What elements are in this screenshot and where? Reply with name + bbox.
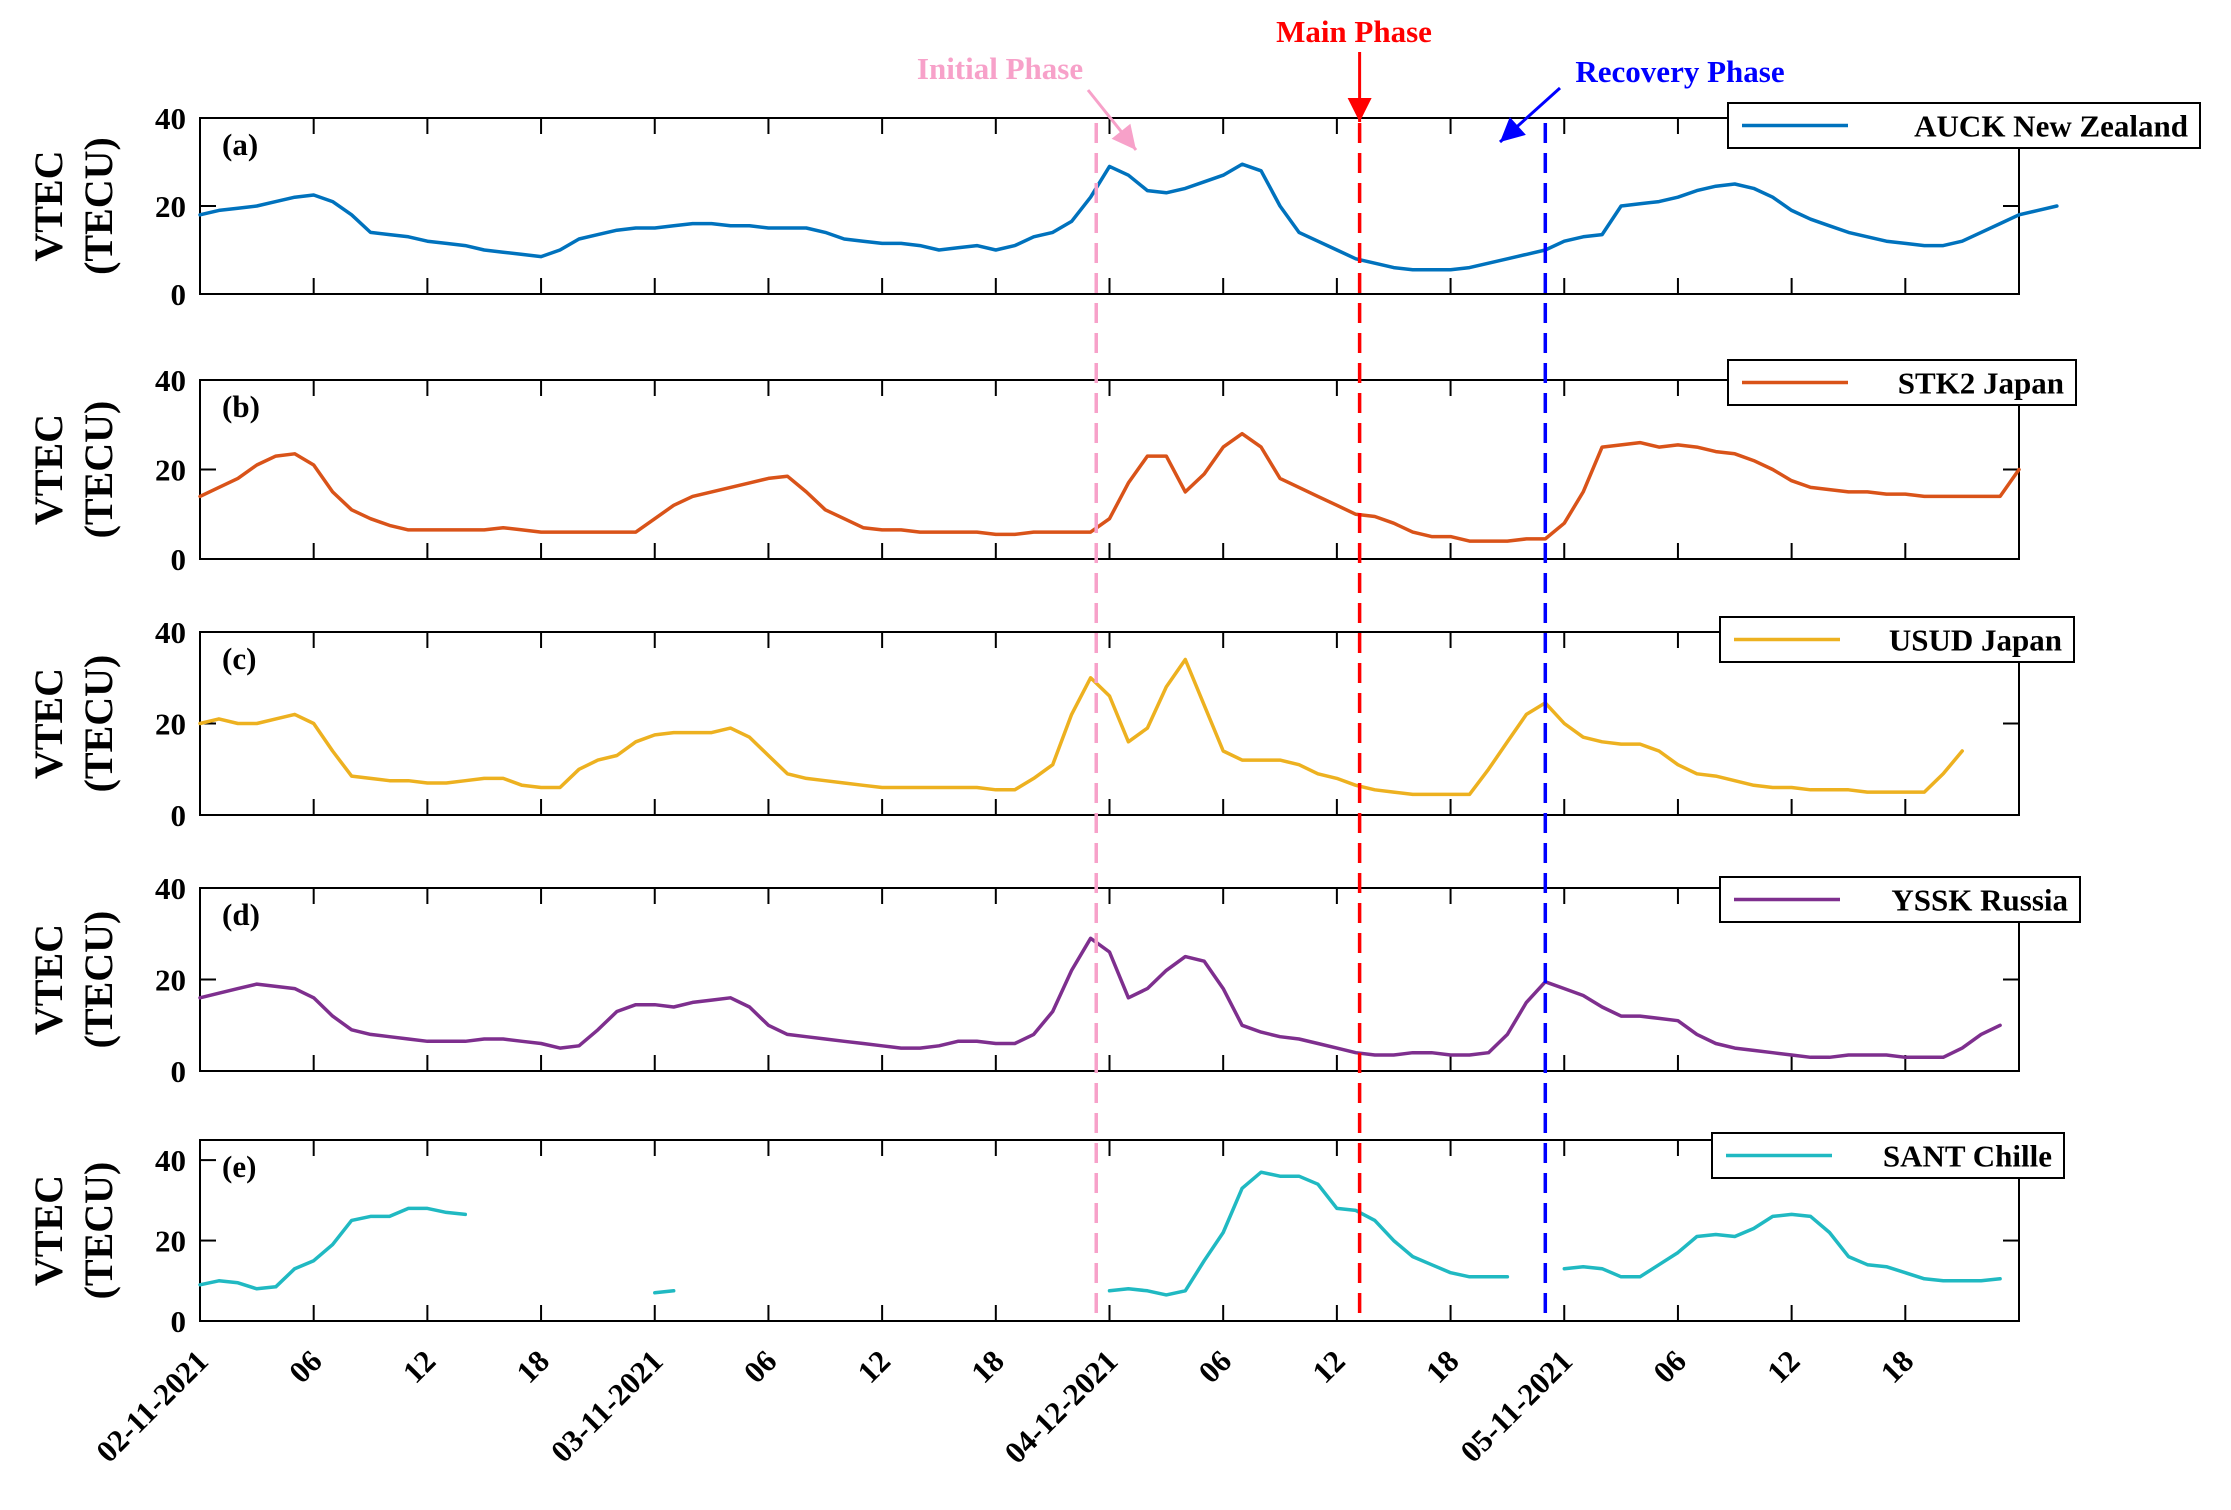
main-phase-label: Main Phase	[1276, 14, 1432, 49]
y-tick-label: 0	[171, 277, 187, 312]
y-tick-label: 20	[155, 963, 186, 998]
x-tick-label: 04-12-2021	[997, 1343, 1124, 1470]
y-tick-label: 0	[171, 798, 187, 833]
x-tick-label: 06	[1191, 1343, 1238, 1390]
y-tick-label: 20	[155, 707, 186, 742]
initial-phase-arrow-head	[1111, 123, 1136, 150]
legend: SANT Chille	[1711, 1132, 2065, 1179]
panel-label: (d)	[222, 897, 260, 932]
y-axis-unit-label: (TECU)	[76, 655, 121, 793]
x-tick-label: 18	[964, 1343, 1011, 1390]
legend: YSSK Russia	[1719, 876, 2081, 923]
phase-markers: Initial Phase Main Phase Recovery Phase	[917, 14, 1785, 1317]
y-axis-label: VTEC	[26, 668, 71, 779]
x-tick-label: 18	[1419, 1343, 1466, 1390]
y-axis-label: VTEC	[26, 1175, 71, 1286]
y-axis-label: VTEC	[26, 924, 71, 1035]
y-axis-unit-label: (TECU)	[76, 1162, 121, 1300]
series-line	[198, 936, 2002, 1060]
x-tick-label: 03-11-2021	[544, 1343, 670, 1469]
y-tick-label: 40	[155, 101, 186, 136]
y-axis-unit-label: (TECU)	[76, 401, 121, 539]
y-tick-label: 0	[171, 1304, 187, 1339]
y-axis-label: VTEC	[26, 414, 71, 525]
y-axis-unit-label: (TECU)	[76, 911, 121, 1049]
series-line	[198, 431, 2021, 543]
panel-5: 0 20 40 VTEC (TECU) (e) SANT Chille	[26, 1132, 2065, 1339]
series-line	[653, 1289, 676, 1295]
y-tick-label: 20	[155, 189, 186, 224]
x-tick-label: 12	[1760, 1343, 1807, 1390]
x-tick-label: 05-11-2021	[1453, 1343, 1579, 1469]
panel-label: (a)	[222, 127, 258, 162]
legend-label: AUCK New Zealand	[1914, 109, 2188, 144]
series-line	[1107, 1170, 1510, 1297]
legend: AUCK New Zealand	[1727, 102, 2201, 149]
panel-label: (b)	[222, 389, 260, 424]
legend-label: SANT Chille	[1883, 1139, 2052, 1174]
y-tick-label: 20	[155, 453, 186, 488]
main-phase-arrow-head	[1347, 98, 1372, 122]
y-axis-unit-label: (TECU)	[76, 137, 121, 275]
recovery-phase-label: Recovery Phase	[1575, 54, 1784, 89]
x-tick-label: 18	[509, 1343, 556, 1390]
x-tick-label: 06	[282, 1343, 329, 1390]
initial-phase-label: Initial Phase	[917, 51, 1083, 86]
y-tick-label: 40	[155, 363, 186, 398]
panel-4: 0 20 40 VTEC (TECU) (d) YSSK Russia	[26, 871, 2081, 1089]
y-tick-label: 40	[155, 871, 186, 906]
recovery-phase-arrow-head	[1500, 117, 1526, 142]
panel-3: 0 20 40 VTEC (TECU) (c) USUD Japan	[26, 615, 2075, 833]
legend-label: YSSK Russia	[1891, 883, 2068, 918]
y-tick-label: 40	[155, 1143, 186, 1178]
y-tick-label: 0	[171, 1054, 187, 1089]
legend-label: STK2 Japan	[1898, 366, 2064, 401]
y-axis-label: VTEC	[26, 150, 71, 261]
legend: USUD Japan	[1719, 616, 2075, 663]
y-tick-label: 20	[155, 1224, 186, 1259]
panel-2: 0 20 40 VTEC (TECU) (b) STK2 Japan	[26, 359, 2077, 577]
x-tick-label: 12	[850, 1343, 897, 1390]
legend-label: USUD Japan	[1889, 623, 2062, 658]
y-tick-label: 0	[171, 542, 187, 577]
series-line	[198, 1206, 468, 1291]
panel-1: 0 20 40 VTEC (TECU) (a) AUCK New Zealand	[26, 101, 2201, 312]
x-tick-label: 06	[1646, 1343, 1693, 1390]
x-tick-label: 12	[1305, 1343, 1352, 1390]
x-tick-label: 02-11-2021	[89, 1343, 215, 1469]
x-tick-label: 12	[396, 1343, 443, 1390]
x-tick-label: 06	[737, 1343, 784, 1390]
series-line	[1562, 1212, 2002, 1283]
axes-frame	[199, 379, 2020, 560]
series-line	[198, 162, 2059, 272]
x-tick-label: 18	[1874, 1343, 1921, 1390]
y-tick-label: 40	[155, 615, 186, 650]
series-line	[198, 657, 1964, 797]
panel-label: (c)	[222, 641, 256, 676]
panel-label: (e)	[222, 1149, 256, 1184]
legend: STK2 Japan	[1727, 359, 2077, 406]
